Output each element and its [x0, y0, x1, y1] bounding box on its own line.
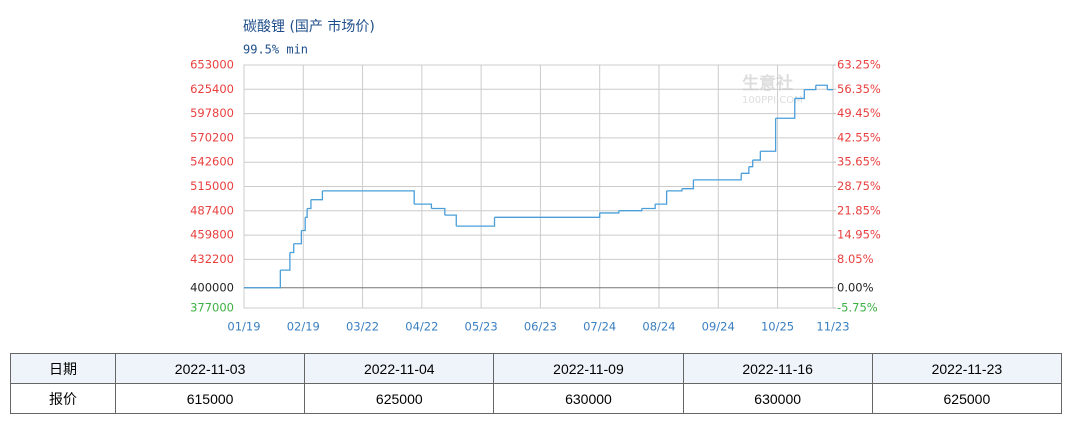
x-tick-label: 11/23: [816, 320, 849, 334]
table-row: 报价 615000 625000 630000 630000 625000: [10, 383, 1063, 414]
table-cell: 2022-11-23: [871, 353, 1063, 384]
y2-tick-label: 49.45%: [837, 106, 881, 120]
y-tick-label: 653000: [190, 58, 234, 72]
price-step: [599, 210, 620, 214]
price-step: [748, 160, 754, 168]
price-step: [775, 98, 796, 119]
price-step: [641, 204, 656, 210]
x-tick-label: 02/19: [287, 320, 320, 334]
price-step: [456, 217, 496, 227]
x-tick-label: 10/25: [761, 320, 794, 334]
price-step: [666, 188, 683, 192]
price-step: [618, 208, 643, 212]
y-tick-label: 542600: [190, 155, 234, 169]
price-step: [681, 179, 695, 190]
y2-tick-label: 8.05%: [837, 252, 874, 266]
table-cell: 2022-11-09: [493, 353, 684, 384]
price-table: 日期 2022-11-03 2022-11-04 2022-11-09 2022-11-…: [10, 353, 1063, 414]
y2-tick-label: 21.85%: [837, 203, 881, 217]
price-step: [804, 85, 817, 91]
y2-tick-label: 0.00%: [837, 280, 874, 294]
y2-tick-label: 35.65%: [837, 155, 881, 169]
x-tick-label: 06/23: [524, 320, 557, 334]
y-tick-label: 487400: [190, 203, 234, 217]
row-header: 日期: [10, 353, 116, 384]
price-step: [655, 190, 668, 205]
watermark: 生意社: [742, 73, 793, 94]
price-step: [280, 252, 291, 271]
y-tick-label: 597800: [190, 106, 234, 120]
x-tick-label: 03/22: [346, 320, 379, 334]
price-step: [752, 151, 761, 161]
price-step: [414, 203, 433, 209]
price-step: [693, 173, 742, 181]
y2-tick-label: 56.35%: [837, 82, 881, 96]
table-cell: 615000: [114, 383, 306, 414]
table-cell: 625000: [871, 383, 1063, 414]
price-step: [289, 243, 295, 254]
x-tick-label: 08/24: [642, 320, 675, 334]
price-step: [815, 84, 828, 90]
table-cell: 625000: [304, 383, 495, 414]
price-step: [293, 230, 303, 245]
x-tick-label: 01/19: [227, 320, 260, 334]
x-tick-label: 05/23: [465, 320, 498, 334]
price-step: [794, 89, 805, 100]
y2-tick-label: -5.75%: [837, 301, 878, 315]
y-tick-label: 625400: [190, 82, 234, 96]
table-cell: 2022-11-04: [304, 353, 495, 384]
y-tick-label: 515000: [190, 179, 234, 193]
y2-tick-label: 14.95%: [837, 228, 881, 242]
price-step: [322, 190, 415, 205]
price-step: [741, 166, 750, 174]
y2-tick-label: 28.75%: [837, 179, 881, 193]
table-cell: 630000: [682, 383, 873, 414]
chart: 碳酸锂 (国产 市场价) 99.5% min 生意社 100PPI.COM 01…: [190, 18, 881, 334]
price-step: [310, 190, 324, 201]
chart-subtitle: 99.5% min: [243, 43, 308, 57]
price-step: [760, 118, 777, 152]
y2-tick-label: 63.25%: [837, 58, 881, 72]
y-tick-label: 432200: [190, 252, 234, 266]
y-tick-label: 400000: [190, 280, 234, 294]
price-step: [301, 217, 306, 232]
price-step: [244, 270, 281, 289]
row-header: 报价: [10, 383, 116, 414]
chart-title: 碳酸锂 (国产 市场价): [243, 18, 375, 35]
y-tick-label: 459800: [190, 228, 234, 242]
price-step: [305, 208, 308, 218]
table-cell: 2022-11-03: [114, 353, 306, 384]
y2-tick-label: 42.55%: [837, 130, 881, 144]
price-step: [431, 207, 446, 216]
x-tick-label: 07/24: [583, 320, 616, 334]
x-tick-label: 04/22: [405, 320, 438, 334]
table-cell: 2022-11-16: [682, 353, 873, 384]
y-tick-label: 570200: [190, 130, 234, 144]
price-step: [494, 212, 601, 218]
table-row: 日期 2022-11-03 2022-11-04 2022-11-09 2022-11-…: [10, 353, 1063, 384]
price-step: [444, 214, 457, 227]
watermark-sub: 100PPI.COM: [742, 95, 803, 106]
y-tick-label: 377000: [190, 301, 234, 315]
table-cell: 630000: [493, 383, 684, 414]
price-step: [307, 199, 312, 210]
x-tick-label: 09/24: [702, 320, 735, 334]
